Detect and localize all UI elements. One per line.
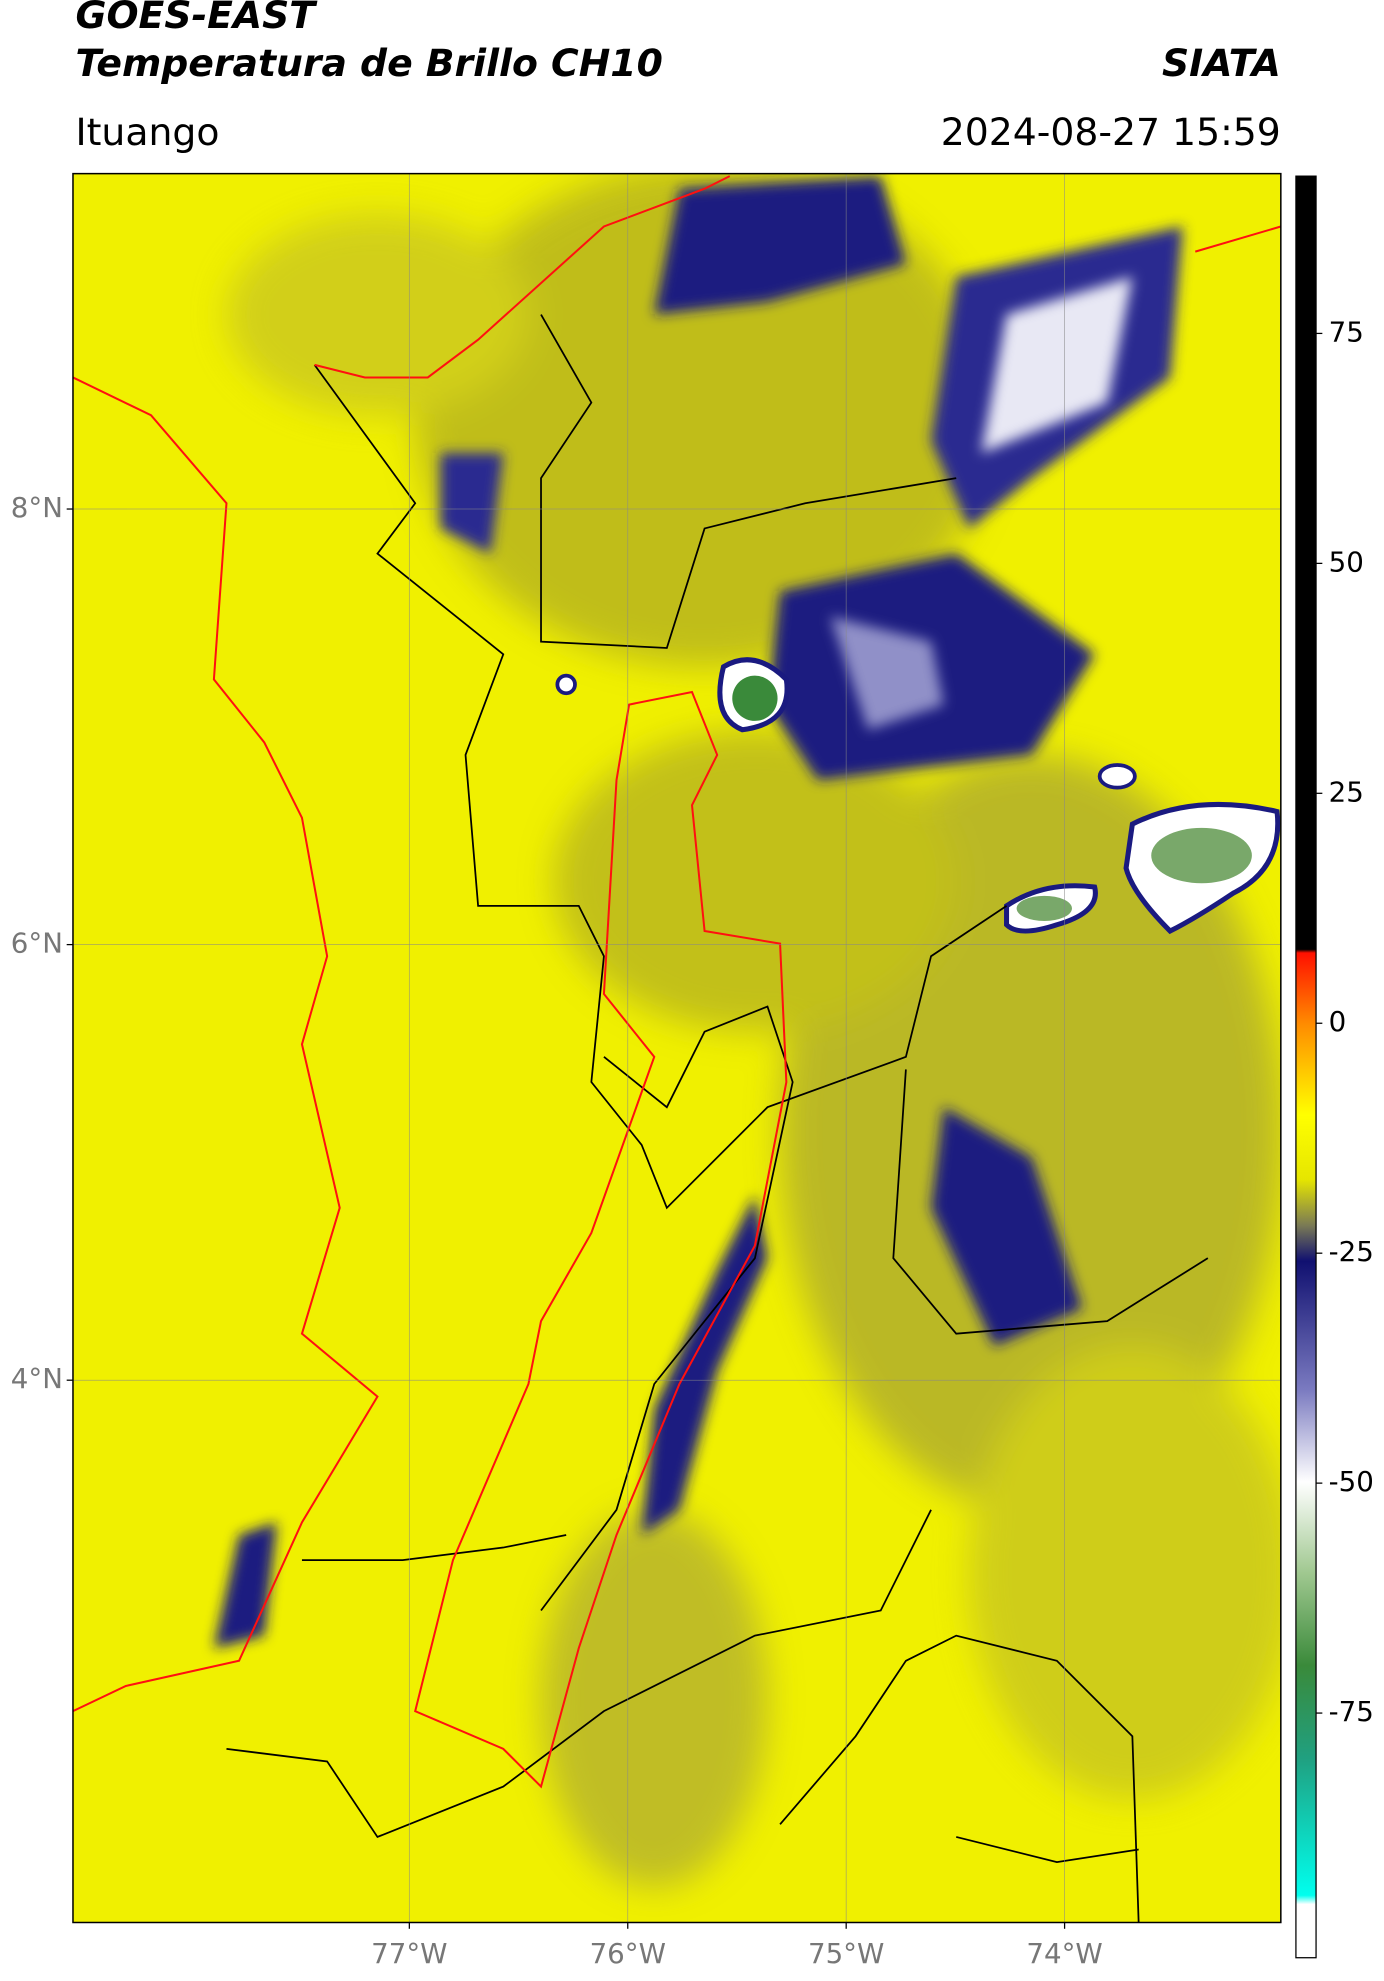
colorbar-tick-label: -50: [1329, 1465, 1374, 1498]
location: Ituango: [75, 110, 219, 154]
colorbar-tick-label: 75: [1329, 315, 1364, 348]
colorbar-tick-label: -75: [1329, 1695, 1374, 1728]
satellite-image: [72, 173, 1281, 1923]
colorbar-tick-label: -25: [1329, 1235, 1374, 1268]
x-tick-label: 74°W: [1026, 1937, 1102, 1970]
x-tick-label: 76°W: [590, 1937, 666, 1970]
y-tick-label: 8°N: [11, 491, 63, 524]
datetime: 2024-08-27 15:59: [941, 110, 1281, 154]
colorbar-tick-label: 25: [1329, 775, 1364, 808]
colorbar: [1295, 175, 1317, 1959]
colorbar-tick-label: 0: [1329, 1005, 1347, 1038]
map-frame: [72, 172, 1282, 1924]
colorbar-tick-label: 50: [1329, 545, 1364, 578]
x-tick-label: 77°W: [371, 1937, 447, 1970]
x-tick-label: 75°W: [808, 1937, 884, 1970]
subtitle: Temperatura de Brillo CH10: [75, 41, 662, 85]
y-tick-label: 4°N: [11, 1362, 63, 1395]
y-tick-label: 6°N: [11, 927, 63, 960]
title: GOES-EAST: [75, 0, 318, 37]
source: SIATA: [1162, 41, 1281, 85]
